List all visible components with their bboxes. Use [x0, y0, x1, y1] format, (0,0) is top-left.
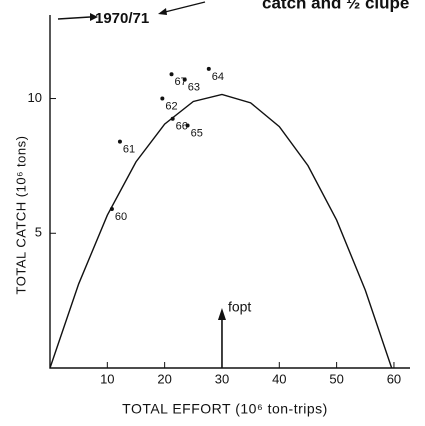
annotation: 1970/71 [95, 10, 149, 27]
point-label: 61 [123, 144, 135, 156]
arrow-head [90, 13, 98, 21]
point-label: 63 [188, 82, 200, 94]
point-label: 65 [191, 127, 203, 139]
fopt-arrow-head [217, 308, 226, 320]
point [109, 207, 114, 212]
x-tick-label: 30 [215, 371, 229, 386]
point [185, 123, 190, 128]
x-tick-label: 40 [272, 371, 286, 386]
annotation: fopt [228, 299, 251, 315]
x-tick-label: 20 [157, 371, 171, 386]
x-tick-label: 60 [387, 371, 401, 386]
x-tick-label: 50 [329, 371, 343, 386]
y-tick-label: 5 [35, 225, 42, 240]
header-text: catch and ½ clupe [262, 0, 409, 12]
point [117, 139, 122, 144]
point [182, 77, 187, 82]
point-label: 67 [175, 76, 187, 88]
point [206, 66, 211, 71]
arrow [164, 1, 206, 13]
point [169, 72, 174, 77]
x-tick-label: 10 [100, 371, 114, 386]
point-label: 66 [176, 121, 188, 133]
point [170, 116, 175, 121]
yield-curve [49, 93, 393, 369]
point [160, 96, 165, 101]
point-label: 64 [212, 71, 224, 83]
y-tick-label: 10 [28, 90, 42, 105]
point-label: 62 [165, 100, 177, 112]
axes [49, 15, 410, 369]
arrow [57, 16, 91, 20]
y-axis-label: TOTAL CATCH (10⁶ tons) [13, 136, 28, 295]
x-axis-label: TOTAL EFFORT (10⁶ ton-trips) [122, 401, 328, 417]
arrow-head [158, 8, 167, 15]
point-label: 60 [115, 211, 127, 223]
